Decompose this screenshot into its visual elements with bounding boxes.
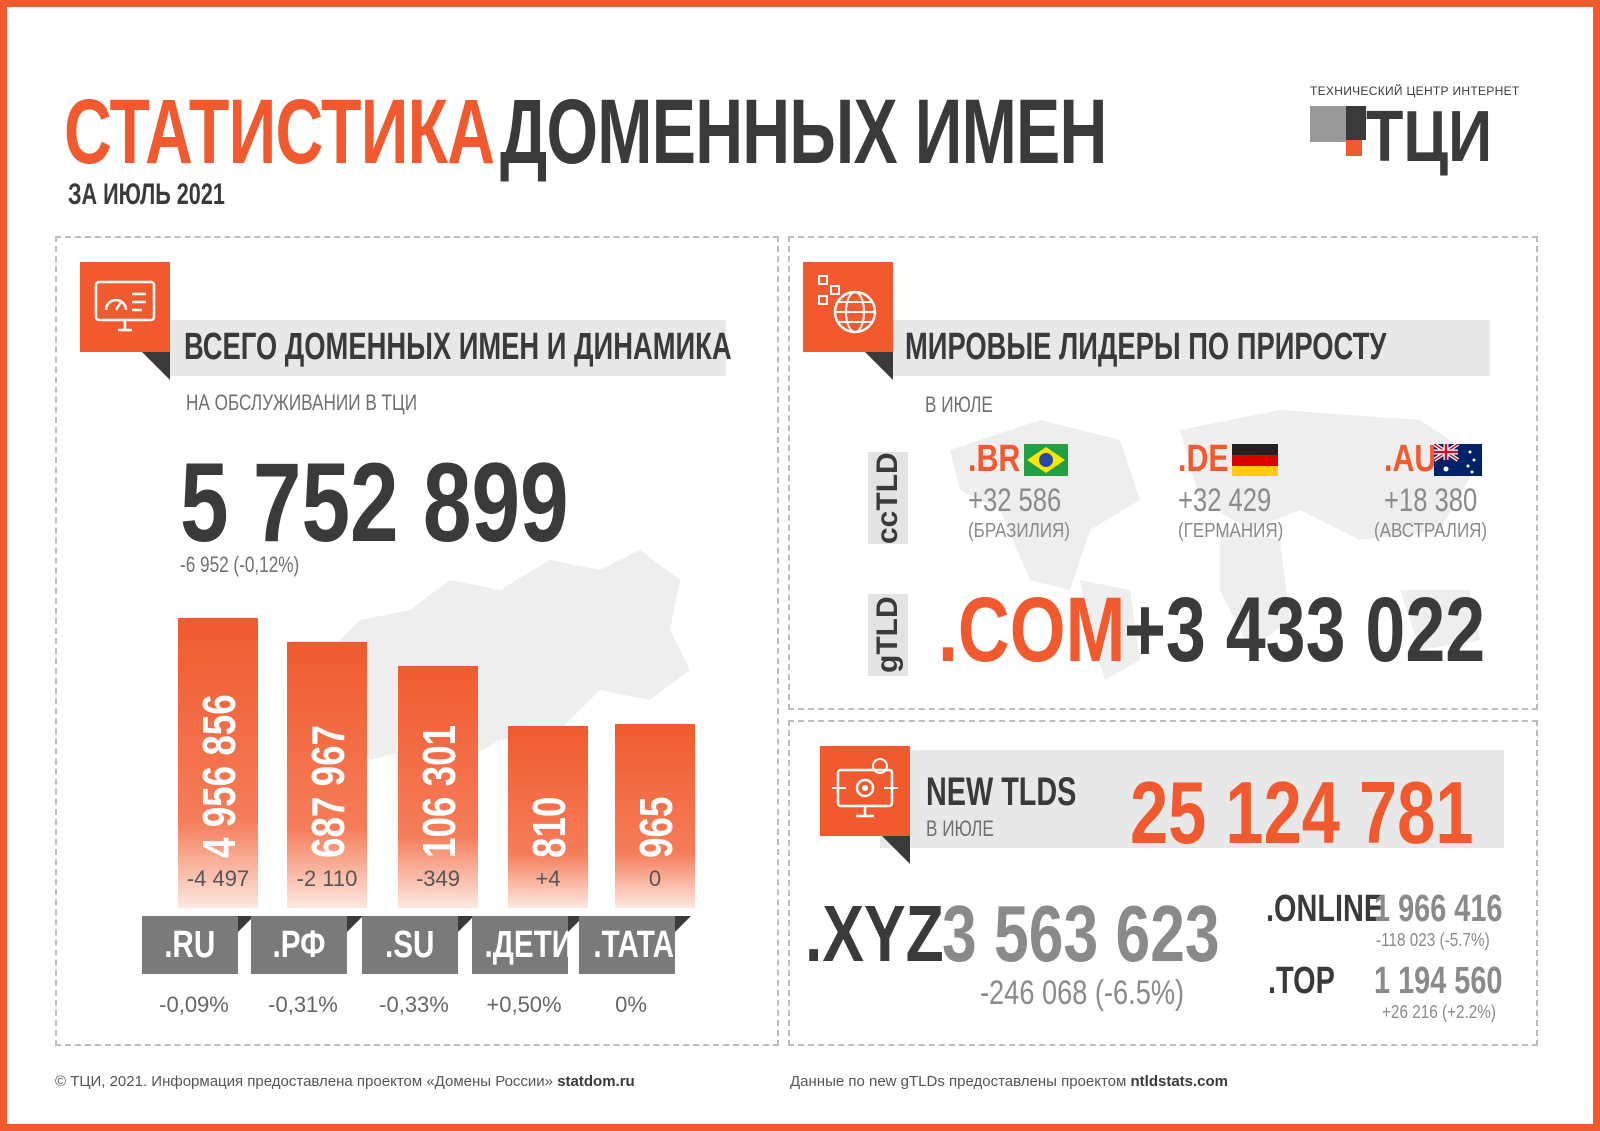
brazil-flag-icon (1024, 444, 1068, 476)
cctld-au-tld: .AU (1384, 438, 1437, 480)
monitor-gear-globe-icon (820, 746, 910, 836)
online-tld: .ONLINE (1266, 888, 1384, 930)
category-label-text: .SU (385, 924, 435, 966)
bar-change-label: +4 (535, 866, 561, 891)
logo-mark-dark (1346, 106, 1366, 140)
category-corner (458, 916, 474, 932)
germany-flag-icon (1232, 444, 1278, 476)
top-change: +26 216 (+2.2%) (1382, 1002, 1496, 1022)
category-change-pct: 0% (615, 992, 647, 1017)
new-tlds-heading: NEW TLDS (926, 770, 1077, 814)
cctld-br-tld: .BR (968, 438, 1021, 480)
category-change-pct: -0,33% (379, 992, 449, 1017)
category-label: .ДЕТИ (472, 916, 573, 974)
cctld-de-value: +32 429 (1178, 482, 1272, 518)
category-label: .РФ (251, 916, 347, 974)
category-change-pct: -0,31% (268, 992, 338, 1017)
category-label-text: .RU (164, 924, 216, 966)
total-subheading: НА ОБСЛУЖИВАНИИ В ТЦИ (186, 390, 418, 415)
online-change: -118 023 (-5.7%) (1376, 930, 1490, 950)
bar-value-label: 4 956 856 (193, 694, 245, 858)
total-change: -6 952 (-0,12%) (180, 552, 300, 577)
total-heading-band (170, 320, 726, 376)
footer-right: Данные по new gTLDs предоставлены проект… (790, 1073, 1228, 1090)
footer-left: © ТЦИ, 2021. Информация предоставлена пр… (55, 1073, 635, 1090)
bar-change-label: -2 110 (296, 866, 358, 891)
bar-change-label: 0 (648, 866, 662, 891)
category-label: .SU (362, 916, 458, 974)
bar-value-label: 106 301 (413, 724, 465, 858)
logo-mark (1310, 106, 1346, 142)
cctld-au-value: +18 380 (1384, 482, 1478, 518)
australia-flag-icon (1434, 444, 1482, 476)
bar-5 (615, 724, 695, 908)
globe-network-icon (803, 262, 893, 352)
top-tld: .TOP (1268, 960, 1335, 1002)
cctld-tag: ccTLD (868, 452, 908, 544)
category-corner (347, 916, 363, 932)
bar-2 (287, 642, 367, 908)
title-accent: СТАТИСТИКА (64, 81, 495, 183)
band-corner (865, 352, 893, 380)
category-label-text: .РФ (272, 924, 326, 966)
cctld-au-country: (АВСТРАЛИЯ) (1374, 520, 1488, 542)
online-value: 1 966 416 (1374, 888, 1503, 930)
bar-1 (178, 618, 258, 908)
bar-3 (398, 666, 478, 908)
footer-left-text: © ТЦИ, 2021. Информация предоставлена пр… (55, 1073, 554, 1090)
footer-right-link[interactable]: ntldstats.com (1130, 1073, 1229, 1090)
world-map-background (950, 410, 1480, 680)
category-corner (675, 916, 691, 932)
band-corner (142, 352, 170, 380)
category-change-pct: +0,50% (486, 992, 562, 1017)
bar-change-label: -349 (415, 866, 461, 891)
category-label-text: .ДЕТИ (484, 924, 574, 966)
footer-right-text: Данные по new gTLDs предоставлены проект… (790, 1073, 1127, 1090)
monitor-dashboard-icon (80, 262, 170, 352)
new-tlds-total: 25 124 781 (1130, 763, 1474, 862)
leaders-heading: МИРОВЫЕ ЛИДЕРЫ ПО ПРИРОСТУ (905, 326, 1387, 368)
leaders-heading-band (893, 320, 1490, 376)
category-corner (238, 916, 254, 932)
bar-4 (508, 726, 588, 908)
gtld-com-tld: .COM (938, 579, 1126, 681)
new-tlds-panel (788, 720, 1538, 1046)
period-subtitle: ЗА ИЮЛЬ 2021 (68, 178, 225, 211)
top-value: 1 194 560 (1374, 960, 1503, 1002)
total-panel (55, 236, 779, 1046)
category-label: .RU (142, 916, 238, 974)
bar-value-label: 687 967 (302, 724, 354, 858)
leaders-panel (788, 236, 1538, 710)
bar-value-label: 810 (523, 796, 575, 858)
band-corner (882, 836, 910, 864)
new-tlds-band (880, 750, 1504, 848)
bar-change-label: -4 497 (186, 866, 250, 891)
leaders-subheading: В ИЮЛЕ (925, 392, 993, 417)
cctld-br-country: (БРАЗИЛИЯ) (968, 520, 1070, 542)
xyz-value: 3 563 623 (942, 889, 1220, 978)
footer-left-link[interactable]: statdom.ru (557, 1073, 635, 1090)
logo-text: ТЦИ (1366, 97, 1493, 177)
title-main: ДОМЕННЫХ ИМЕН (500, 81, 1107, 183)
category-label: .TATAR (579, 916, 695, 974)
logo-caption: ТЕХНИЧЕСКИЙ ЦЕНТР ИНТЕРНЕТ (1310, 84, 1520, 98)
category-change-pct: -0,09% (159, 992, 229, 1017)
gtld-tag: gTLD (868, 594, 908, 676)
total-heading: ВСЕГО ДОМЕННЫХ ИМЕН И ДИНАМИКА (184, 326, 732, 368)
cctld-de-country: (ГЕРМАНИЯ) (1178, 520, 1284, 542)
xyz-tld: .XYZ (805, 889, 944, 978)
xyz-change: -246 068 (-6.5%) (980, 974, 1185, 1012)
bar-value-label: 965 (630, 796, 682, 858)
cctld-br-value: +32 586 (968, 482, 1062, 518)
gtld-com-value: +3 433 022 (1124, 579, 1486, 681)
new-tlds-subheading: В ИЮЛЕ (926, 816, 994, 841)
cctld-de-tld: .DE (1178, 438, 1229, 480)
total-value: 5 752 899 (180, 440, 569, 565)
logo-mark-accent (1346, 140, 1362, 156)
